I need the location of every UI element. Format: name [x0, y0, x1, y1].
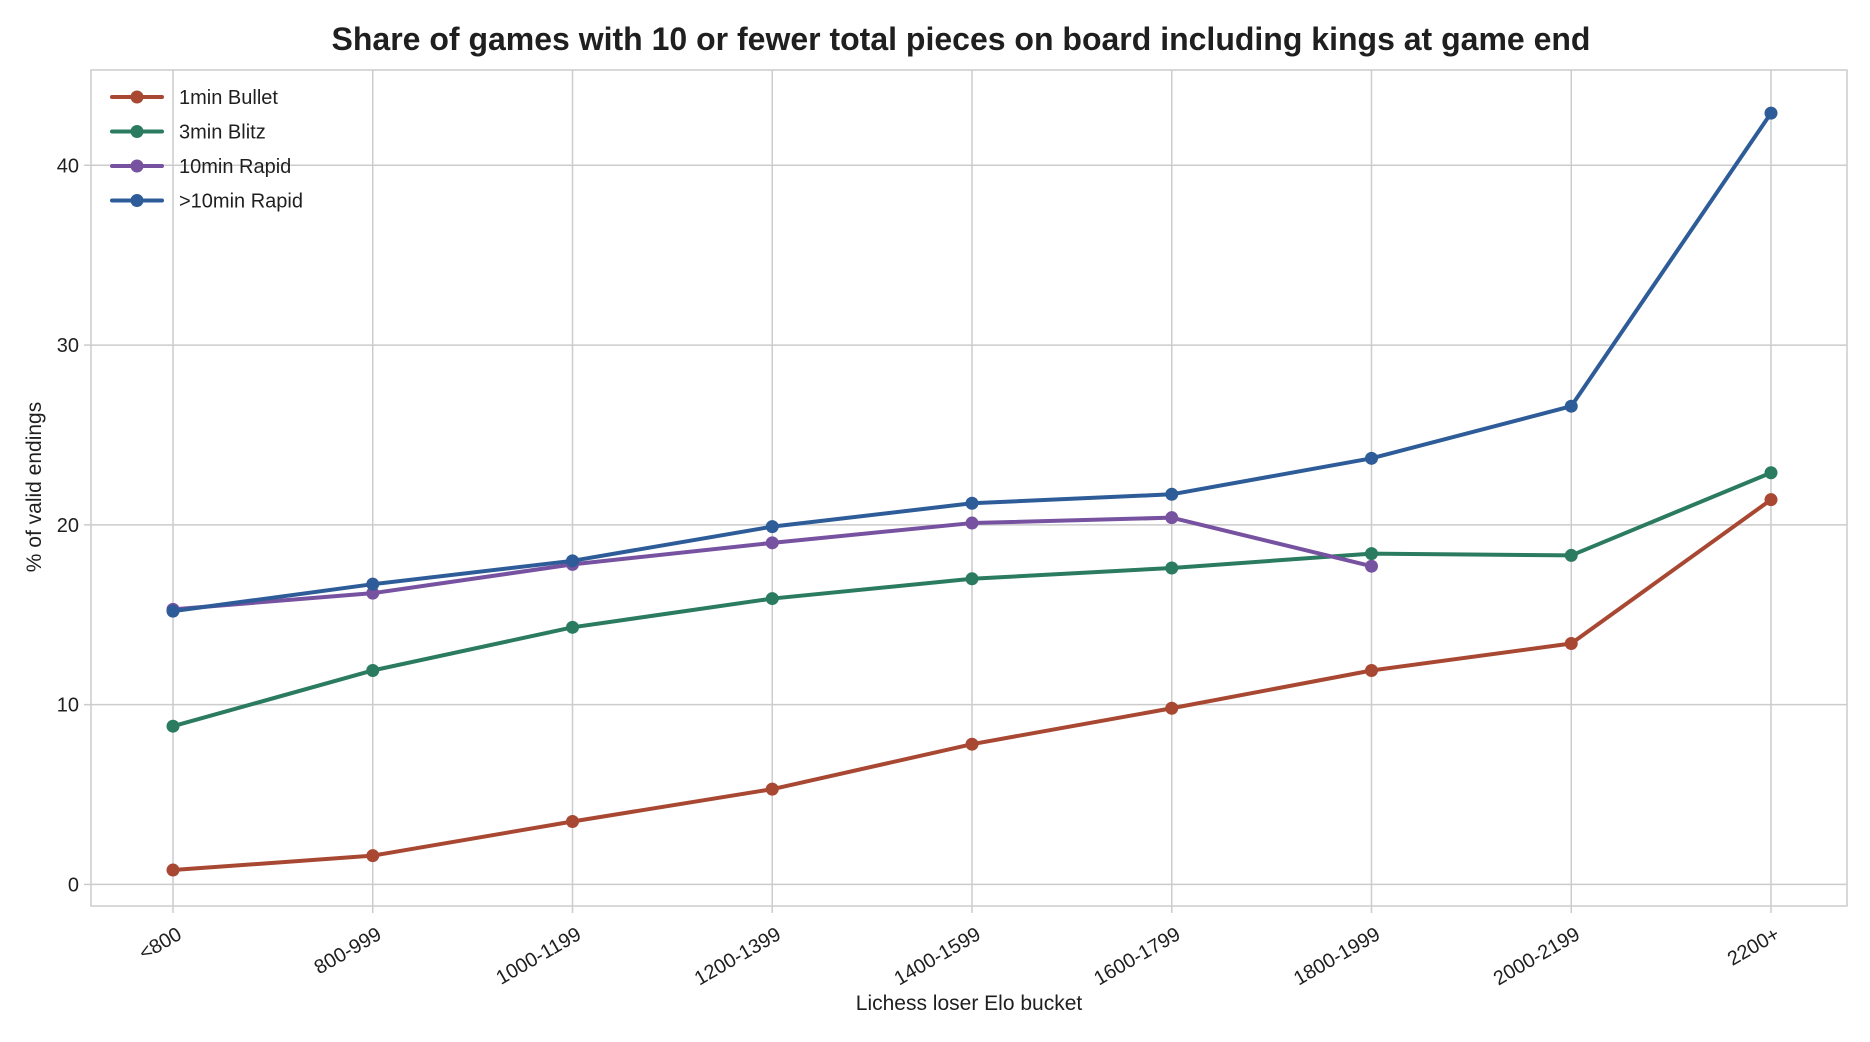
- x-tick-label: 1000-1199: [492, 923, 585, 989]
- data-point: [1165, 561, 1179, 575]
- y-tick-label: 10: [57, 695, 79, 717]
- data-point: [765, 782, 779, 796]
- data-point: [566, 815, 579, 829]
- data-point: [1365, 547, 1378, 561]
- data-point: [1764, 493, 1778, 507]
- data-point: [1764, 106, 1778, 120]
- legend-label: >10min Rapid: [179, 191, 303, 213]
- x-tick-label: 1400-1599: [891, 923, 985, 990]
- data-point: [1365, 451, 1378, 465]
- data-point: [765, 520, 779, 534]
- series-lines: [166, 106, 1778, 877]
- y-tick-label: 40: [57, 155, 79, 177]
- data-point: [765, 536, 779, 550]
- data-point: [1365, 559, 1378, 573]
- data-point: [166, 604, 180, 618]
- x-tick-label: 1200-1399: [691, 923, 785, 990]
- data-point: [1165, 511, 1179, 525]
- data-point: [765, 592, 779, 606]
- data-point: [366, 849, 380, 863]
- data-point: [1365, 663, 1378, 677]
- data-point: [965, 516, 979, 530]
- data-point: [1564, 399, 1578, 413]
- data-point: [166, 863, 180, 877]
- grid-lines: [91, 70, 1847, 906]
- x-tick-label: 2000-2199: [1490, 923, 1584, 990]
- series-1: [166, 466, 1778, 733]
- plot-area: [90, 69, 1848, 907]
- x-tick-label: 1600-1799: [1090, 923, 1184, 990]
- x-axis-ticks: <800 800-999 1000-1199 1200-1399 1400-1599 16…: [135, 906, 1784, 990]
- legend-marker: [130, 194, 144, 207]
- data-point: [366, 663, 380, 677]
- data-point: [1764, 466, 1778, 480]
- data-point: [366, 577, 380, 591]
- series-3: [166, 106, 1778, 618]
- x-tick-label: <800: [135, 923, 185, 965]
- x-tick-label: 800-999: [311, 923, 386, 979]
- y-axis-ticks: 0 10 20 30 40: [57, 155, 91, 896]
- legend-label: 10min Rapid: [179, 156, 291, 178]
- data-point: [1165, 487, 1179, 501]
- data-point: [1564, 548, 1578, 562]
- legend-marker: [130, 125, 144, 138]
- legend-marker: [130, 90, 144, 104]
- x-axis-label: Lichess loser Elo bucket: [856, 992, 1083, 1015]
- legend-entry: >10min Rapid: [110, 191, 303, 213]
- data-point: [566, 554, 579, 568]
- legend-label: 3min Blitz: [179, 122, 266, 144]
- y-tick-label: 30: [57, 335, 79, 357]
- data-point: [366, 586, 380, 600]
- y-tick-label: 0: [68, 874, 79, 896]
- legend-entry: 10min Rapid: [110, 156, 291, 178]
- x-tick-label: 1800-1999: [1290, 923, 1384, 990]
- y-tick-label: 20: [57, 515, 79, 537]
- legend-label: 1min Bullet: [179, 87, 278, 109]
- legend: 1min Bullet 3min Blitz 10min Rapid >10min R…: [110, 87, 303, 213]
- data-point: [965, 496, 979, 510]
- legend-marker: [130, 159, 144, 173]
- data-point: [965, 737, 979, 751]
- x-tick-label: 2200+: [1724, 923, 1784, 970]
- chart-title: Share of games with 10 or fewer total pi…: [332, 21, 1591, 57]
- data-point: [566, 620, 579, 634]
- data-point: [965, 572, 979, 586]
- data-point: [166, 719, 180, 733]
- y-axis-label: % of valid endings: [23, 402, 46, 572]
- series-0: [166, 493, 1778, 877]
- data-point: [1165, 701, 1179, 715]
- data-point: [1564, 637, 1578, 651]
- legend-entry: 1min Bullet: [110, 87, 278, 109]
- legend-entry: 3min Blitz: [110, 122, 266, 144]
